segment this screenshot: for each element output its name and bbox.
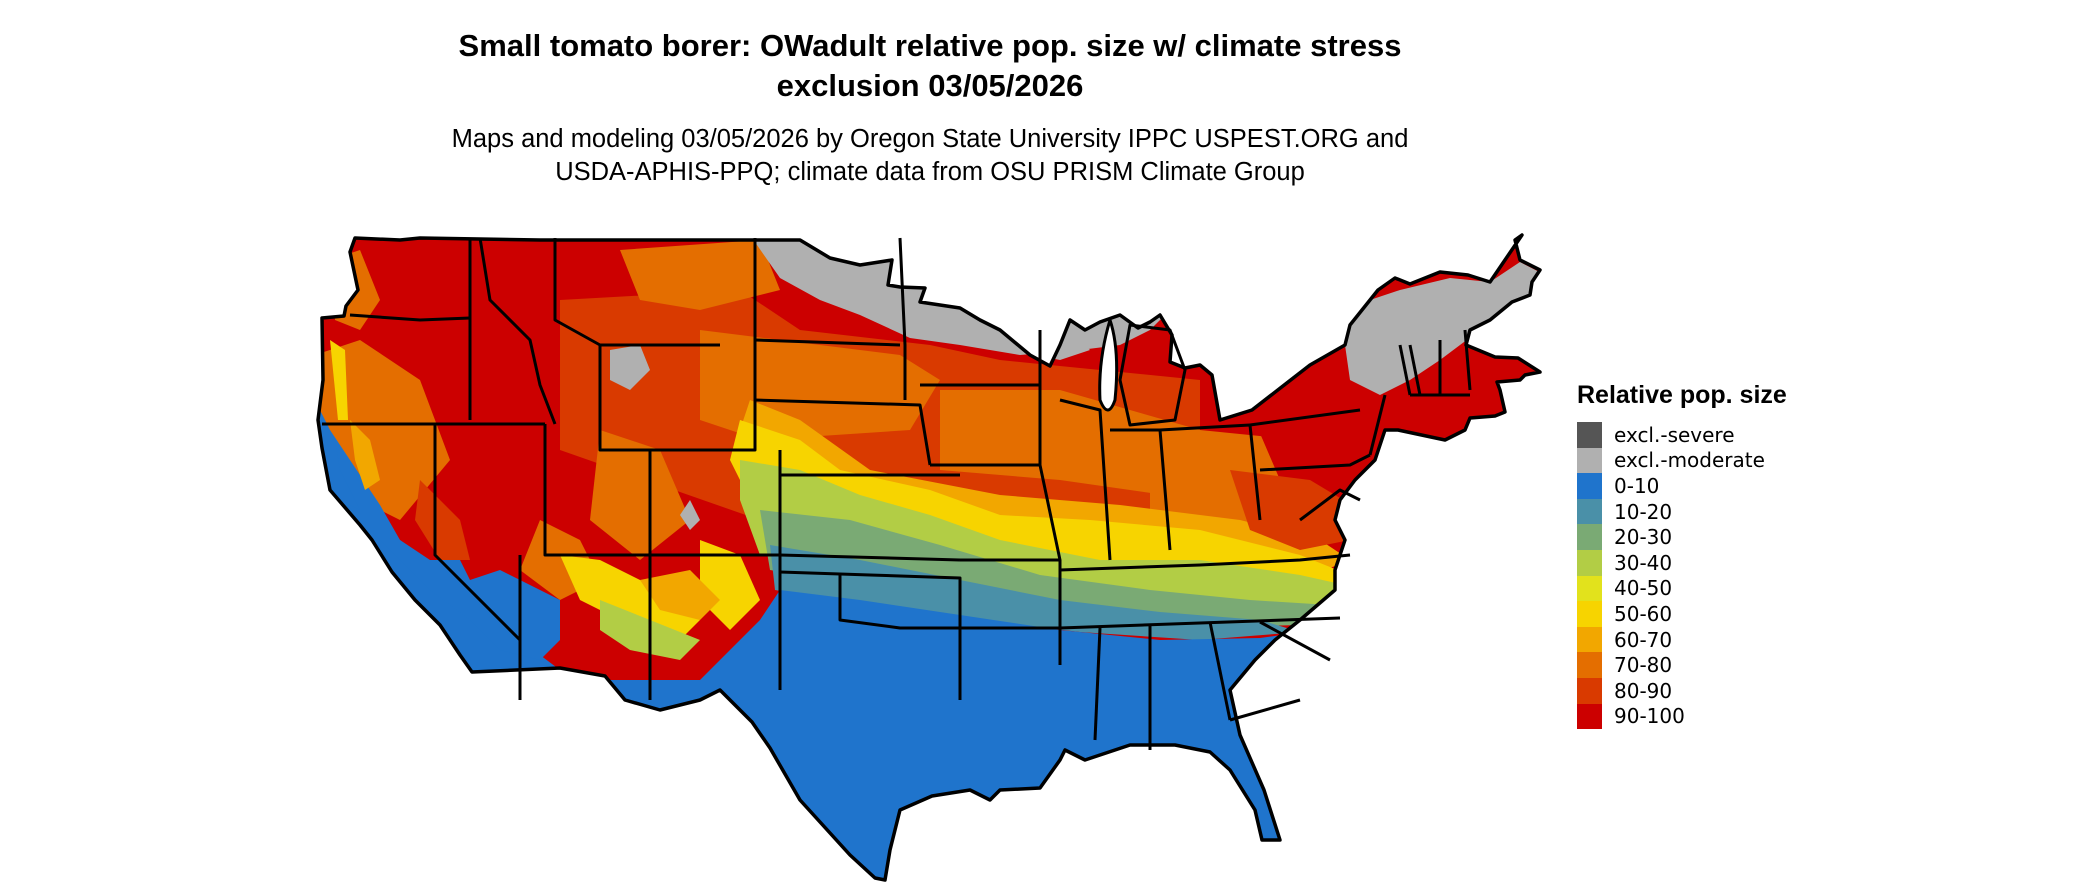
map-subtitle-line2: USDA-APHIS-PPQ; climate data from OSU PR… xyxy=(555,158,1305,186)
legend-swatch xyxy=(1577,422,1602,448)
legend: Relative pop. size excl.-severe excl.-mod… xyxy=(1577,380,1837,730)
state-borders xyxy=(316,233,1542,882)
legend-item: 70-80 xyxy=(1577,652,1837,678)
legend-swatch xyxy=(1577,575,1602,602)
legend-swatch xyxy=(1577,447,1602,474)
legend-label: 50-60 xyxy=(1614,601,1673,626)
legend-label: 30-40 xyxy=(1614,550,1673,575)
legend-items: excl.-severe excl.-moderate 0-10 10-20 20-30… xyxy=(1577,422,1837,730)
legend-label: 10-20 xyxy=(1614,499,1673,524)
legend-label: 60-70 xyxy=(1614,627,1673,652)
legend-label: 20-30 xyxy=(1614,525,1673,550)
legend-item: 90-100 xyxy=(1577,703,1837,730)
map-title-line2: exclusion 03/05/2026 xyxy=(776,68,1084,103)
legend-item: 60-70 xyxy=(1577,626,1837,653)
legend-label: excl.-severe xyxy=(1614,422,1735,447)
heat-layer xyxy=(318,235,1540,880)
legend-swatch xyxy=(1577,677,1602,704)
legend-label: 40-50 xyxy=(1614,576,1673,601)
legend-label: 70-80 xyxy=(1614,653,1673,678)
legend-swatch xyxy=(1577,524,1602,550)
map-subtitle-line1: Maps and modeling 03/05/2026 by Oregon S… xyxy=(451,125,1409,153)
legend-item: 0-10 xyxy=(1577,473,1837,499)
legend-item: excl.-moderate xyxy=(1577,447,1837,474)
legend-swatch xyxy=(1577,703,1602,730)
legend-label: excl.-moderate xyxy=(1614,448,1765,473)
legend-item: 80-90 xyxy=(1577,677,1837,704)
legend-label: 0-10 xyxy=(1614,473,1660,498)
legend-label: 80-90 xyxy=(1614,678,1673,703)
legend-title: Relative pop. size xyxy=(1577,381,1787,409)
legend-swatch xyxy=(1577,652,1602,678)
map-title: Small tomato borer: OWadult relative pop… xyxy=(300,26,1560,106)
legend-item: 30-40 xyxy=(1577,549,1837,576)
map-subtitle: Maps and modeling 03/05/2026 by Oregon S… xyxy=(300,123,1560,189)
legend-item: excl.-severe xyxy=(1577,422,1837,448)
legend-item: 20-30 xyxy=(1577,524,1837,550)
legend-swatch xyxy=(1577,473,1602,499)
legend-swatch xyxy=(1577,498,1602,525)
map-title-line1: Small tomato borer: OWadult relative pop… xyxy=(458,28,1402,63)
legend-label: 90-100 xyxy=(1614,704,1685,729)
legend-item: 40-50 xyxy=(1577,575,1837,602)
legend-swatch xyxy=(1577,549,1602,576)
legend-item: 50-60 xyxy=(1577,601,1837,627)
legend-swatch xyxy=(1577,601,1602,627)
legend-swatch xyxy=(1577,626,1602,653)
legend-item: 10-20 xyxy=(1577,498,1837,525)
